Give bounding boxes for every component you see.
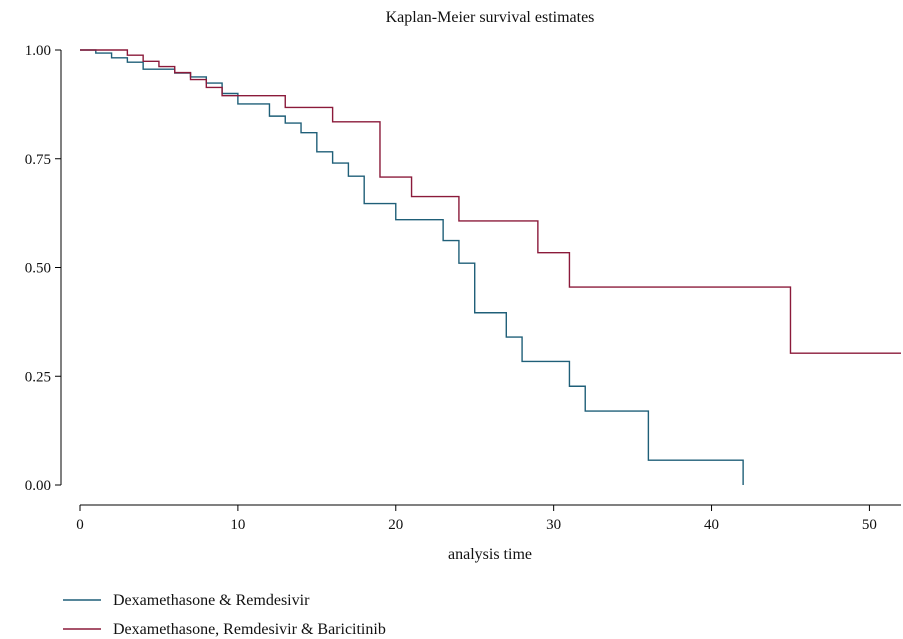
x-axis-label: analysis time bbox=[448, 546, 532, 563]
x-tick-label: 20 bbox=[388, 517, 403, 533]
y-tick-label: 0.75 bbox=[25, 152, 51, 168]
y-tick-label: 0.25 bbox=[25, 369, 51, 385]
series-line-2 bbox=[80, 49, 901, 354]
y-axis-ticks: 0.00 0.25 0.50 0.75 1.00 bbox=[25, 43, 61, 494]
x-tick-label: 10 bbox=[230, 517, 245, 533]
series-line-1 bbox=[80, 49, 744, 485]
legend-item: Dexamethasone & Remdesivir bbox=[63, 592, 310, 609]
x-tick-label: 40 bbox=[704, 517, 719, 533]
y-tick-label: 1.00 bbox=[25, 43, 51, 59]
legend-label: Dexamethasone & Remdesivir bbox=[113, 592, 310, 609]
x-tick-label: 30 bbox=[546, 517, 561, 533]
x-tick-label: 0 bbox=[76, 517, 84, 533]
legend: Dexamethasone & Remdesivir Dexamethasone,… bbox=[63, 592, 386, 638]
chart-title: Kaplan-Meier survival estimates bbox=[386, 9, 595, 26]
y-tick-label: 0.50 bbox=[25, 261, 51, 277]
legend-item: Dexamethasone, Remdesivir & Baricitinib bbox=[63, 621, 386, 638]
legend-label: Dexamethasone, Remdesivir & Baricitinib bbox=[113, 621, 386, 638]
x-tick-label: 50 bbox=[862, 517, 877, 533]
survival-curves bbox=[80, 49, 901, 485]
x-axis-ticks: 0 10 20 30 40 50 bbox=[76, 505, 877, 533]
y-tick-label: 0.00 bbox=[25, 478, 51, 494]
